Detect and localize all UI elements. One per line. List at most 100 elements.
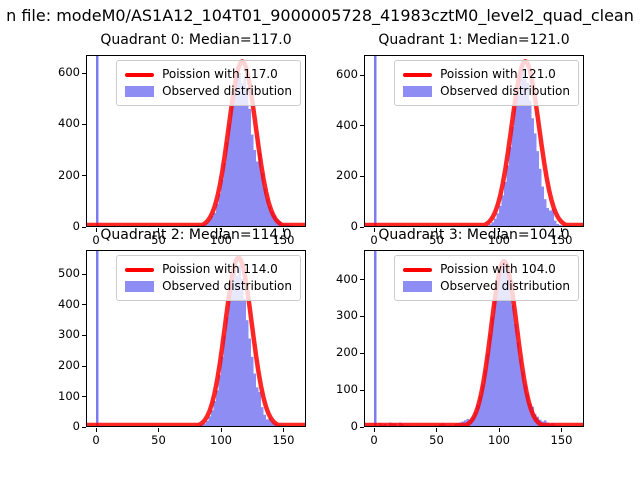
subplot-quadrant-2: Quadrant 2: Median=114.0 Poission with 1…	[58, 227, 306, 447]
subplot-title: Quadrant 2: Median=114.0	[100, 227, 292, 243]
x-tick	[498, 228, 500, 232]
x-tick-label: 100	[488, 233, 510, 247]
x-tick-label: 50	[151, 433, 166, 447]
legend-observed-label: Observed distribution	[162, 84, 292, 98]
histogram-plot	[86, 55, 306, 227]
y-tick	[81, 304, 86, 306]
x-tick	[283, 228, 284, 232]
legend-poisson-label: Poission with 114.0	[162, 262, 278, 276]
histogram-plot	[364, 250, 584, 427]
x-tick-label: 0	[92, 233, 100, 247]
y-tick-label: 100	[336, 382, 358, 397]
y-tick	[359, 125, 364, 127]
subplot-title: Quadrant 3: Median=104.0	[378, 227, 570, 243]
x-tick-label: 100	[210, 233, 232, 247]
x-tick	[561, 228, 562, 232]
y-tick-label: 200	[336, 345, 358, 360]
x-tick-label: 50	[151, 233, 166, 247]
x-tick	[95, 228, 97, 232]
legend-poisson-label: Poission with 104.0	[440, 262, 556, 276]
x-tick-label: 150	[272, 433, 295, 447]
x-tick	[220, 228, 222, 232]
y-tick-label: 600	[58, 65, 80, 79]
subplot-quadrant-0: Quadrant 0: Median=117.0 Poission with 1…	[58, 32, 306, 247]
y-tick-label: 200	[58, 358, 80, 372]
y-tick	[81, 396, 86, 397]
x-tick	[498, 428, 500, 432]
legend-line-swatch	[403, 72, 433, 77]
y-tick	[359, 74, 364, 76]
y-tick	[81, 226, 86, 228]
x-tick	[436, 428, 437, 432]
x-tick-label: 100	[210, 433, 232, 447]
x-tick	[436, 228, 437, 232]
y-tick-label: 500	[58, 266, 80, 281]
legend: Poission with 117.0 Observed distributio…	[116, 60, 301, 106]
y-tick	[81, 273, 86, 275]
legend-observed-label: Observed distribution	[440, 84, 570, 98]
legend-observed-label: Observed distribution	[440, 279, 570, 293]
y-tick-label: 400	[58, 296, 80, 311]
histogram-plot	[86, 250, 306, 427]
x-tick-label: 0	[92, 433, 100, 447]
figure-title: n file: modeM0/AS1A12_104T01_9000005728_…	[6, 6, 634, 25]
y-tick-label: 600	[336, 67, 358, 82]
y-tick	[359, 389, 364, 391]
legend-patch-swatch	[403, 281, 433, 292]
legend-line-swatch	[403, 267, 433, 272]
y-tick-label: 400	[58, 116, 80, 131]
x-tick-label: 150	[550, 433, 573, 447]
legend-line-swatch	[125, 72, 155, 77]
legend-observed-label: Observed distribution	[162, 279, 292, 293]
x-tick-label: 100	[488, 433, 510, 447]
y-tick-label: 100	[58, 388, 80, 403]
y-tick	[359, 175, 364, 177]
y-tick	[359, 226, 364, 228]
y-tick	[359, 352, 364, 354]
y-tick	[81, 72, 86, 74]
x-tick-label: 150	[272, 233, 295, 247]
legend-patch-swatch	[125, 86, 155, 97]
subplot-quadrant-1: Quadrant 1: Median=121.0 Poission with 1…	[336, 32, 584, 247]
y-tick-label: 300	[58, 327, 80, 342]
y-tick	[359, 279, 364, 280]
legend-line-swatch	[125, 267, 155, 272]
x-tick-label: 0	[370, 233, 378, 247]
x-tick	[561, 428, 562, 432]
legend-poisson-label: Poission with 121.0	[440, 67, 556, 81]
y-tick-label: 400	[336, 117, 358, 132]
x-tick-label: 150	[550, 233, 573, 247]
x-tick-label: 0	[370, 433, 378, 447]
x-tick-label: 50	[429, 433, 444, 447]
subplot-title: Quadrant 0: Median=117.0	[100, 32, 292, 48]
y-tick	[359, 315, 364, 317]
y-tick	[81, 365, 86, 367]
legend-patch-swatch	[125, 281, 155, 292]
x-tick-label: 50	[429, 233, 444, 247]
x-tick	[283, 428, 284, 432]
legend: Poission with 104.0 Observed distributio…	[394, 255, 579, 301]
y-tick-label: 400	[336, 271, 358, 286]
y-tick	[81, 426, 86, 428]
y-tick-label: 300	[336, 308, 358, 323]
y-tick-label: 200	[336, 168, 358, 183]
legend: Poission with 114.0 Observed distributio…	[116, 255, 301, 301]
y-tick	[359, 426, 364, 428]
subplot-quadrant-3: Quadrant 3: Median=104.0 Poission with 1…	[336, 227, 584, 447]
x-tick	[220, 428, 222, 432]
subplot-title: Quadrant 1: Median=121.0	[378, 32, 570, 48]
legend-patch-swatch	[403, 86, 433, 97]
histogram-plot	[364, 55, 584, 227]
x-tick	[373, 228, 375, 232]
x-tick	[95, 428, 97, 432]
y-tick-label: 200	[58, 167, 80, 182]
x-tick	[158, 428, 159, 432]
y-tick-label: 0	[72, 419, 80, 433]
y-tick-label: 0	[350, 219, 358, 233]
y-tick	[81, 123, 86, 125]
y-tick	[81, 334, 86, 336]
x-tick	[373, 428, 375, 432]
x-tick	[158, 228, 159, 232]
legend: Poission with 121.0 Observed distributio…	[394, 60, 579, 106]
